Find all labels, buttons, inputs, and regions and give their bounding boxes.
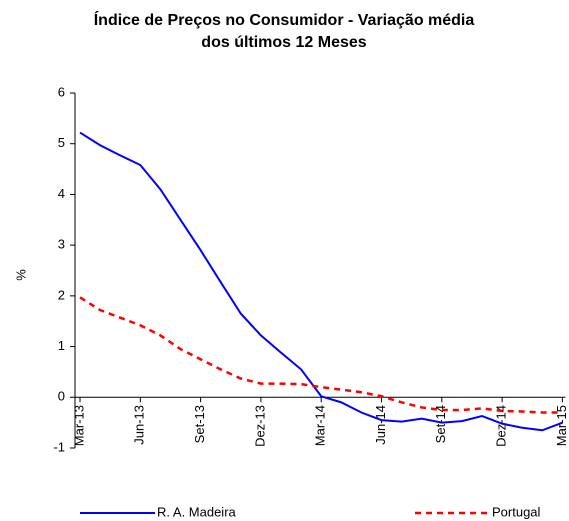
series-line — [79, 296, 563, 414]
y-tick-label: 2 — [58, 287, 65, 302]
x-tick-label: Set-14 — [433, 405, 448, 443]
x-tick-label: Set-13 — [192, 405, 207, 443]
y-tick-label: 6 — [58, 84, 65, 99]
x-tick-label: Mar-14 — [313, 405, 328, 446]
y-tick-label: 0 — [58, 389, 65, 404]
series-line — [79, 131, 563, 432]
y-tick-label: 4 — [58, 186, 65, 201]
y-tick-label: 3 — [58, 237, 65, 252]
y-tick-label: 1 — [58, 338, 65, 353]
legend-label: Portugal — [492, 504, 541, 519]
y-axis-label: % — [13, 269, 28, 281]
y-tick-label: -1 — [53, 439, 65, 454]
x-tick-label: Mar-15 — [554, 405, 569, 446]
x-tick-label: Mar-13 — [71, 405, 86, 446]
x-tick-label: Dez-13 — [252, 405, 267, 447]
x-tick-label: Jun-14 — [373, 405, 388, 445]
x-tick-label: Jun-13 — [132, 405, 147, 445]
chart-title: Índice de Preços no Consumidor - Variaçã… — [93, 12, 475, 51]
legend-label: R. A. Madeira — [157, 504, 237, 519]
x-tick-label: Dez-14 — [494, 405, 509, 447]
y-tick-label: 5 — [58, 135, 65, 150]
